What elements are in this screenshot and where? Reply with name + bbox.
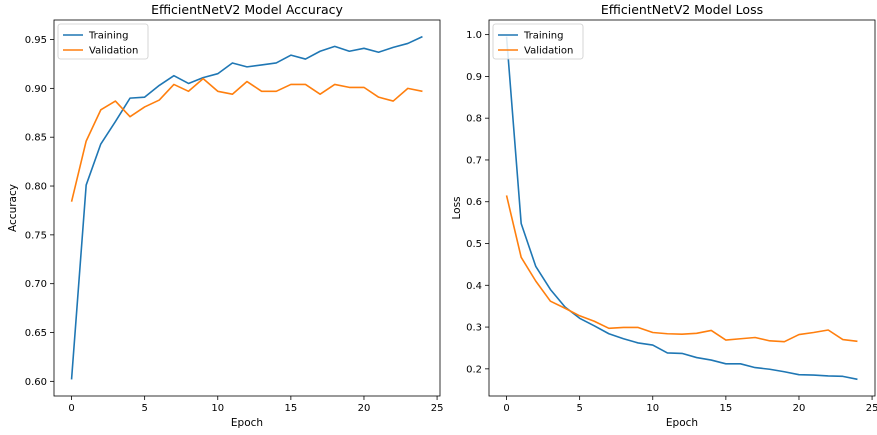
loss-plot-frame: [488, 19, 876, 397]
loss-x-tick-label: 10: [646, 403, 659, 414]
loss-x-tick-label: 0: [503, 403, 509, 414]
accuracy-x-tick-label: 15: [284, 403, 297, 414]
accuracy-y-tick-label: 0.65: [25, 328, 47, 339]
loss-x-tick-label: 20: [793, 403, 806, 414]
accuracy-y-axis-label: Accuracy: [7, 184, 19, 232]
accuracy-x-tick-label: 20: [358, 403, 371, 414]
loss-y-tick-label: 0.5: [466, 239, 482, 250]
loss-validation-line: [505, 195, 858, 343]
accuracy-y-tick-label: 0.75: [25, 230, 47, 241]
loss-y-tick-label: 0.8: [466, 114, 482, 125]
loss-legend-label-validation: Validation: [524, 46, 573, 57]
loss-training-line: [505, 36, 858, 381]
loss-y-tick-label: 0.2: [466, 364, 482, 375]
accuracy-chart-title: EfficientNetV2 Model Accuracy: [151, 2, 343, 17]
loss-x-tick-label: 25: [866, 403, 877, 414]
loss-panel: EfficientNetV2 Model Loss 0 5 10 15 20 25 0.2 0.…: [451, 2, 877, 429]
loss-chart-title: EfficientNetV2 Model Loss: [601, 2, 763, 17]
accuracy-panel: EfficientNetV2 Model Accuracy 0 5 10 15 20 25 0…: [7, 2, 443, 429]
accuracy-x-tick-label: 0: [68, 403, 74, 414]
accuracy-training-line: [70, 35, 423, 380]
accuracy-legend-label-validation: Validation: [89, 46, 138, 57]
loss-y-tick-label: 1.0: [466, 30, 482, 41]
loss-y-tick-label: 0.4: [466, 281, 482, 292]
loss-legend-label-training: Training: [523, 31, 563, 42]
accuracy-x-tick-label: 25: [431, 403, 444, 414]
loss-y-axis-label: Loss: [451, 196, 463, 219]
accuracy-y-tick-label: 0.90: [25, 84, 47, 95]
accuracy-legend: Training Validation: [57, 23, 149, 60]
accuracy-plot-frame: [53, 19, 441, 397]
loss-x-tick-label: 15: [719, 403, 732, 414]
accuracy-legend-label-training: Training: [88, 31, 128, 42]
loss-y-tick-label: 0.3: [466, 323, 482, 334]
loss-y-tick-label: 0.6: [466, 197, 482, 208]
loss-x-axis-label: Epoch: [666, 417, 698, 429]
accuracy-y-tick-label: 0.60: [25, 377, 47, 388]
loss-x-tick-label: 5: [576, 403, 582, 414]
accuracy-y-tick-label: 0.95: [25, 35, 47, 46]
loss-y-tick-label: 0.9: [466, 72, 482, 83]
accuracy-x-axis-label: Epoch: [231, 417, 263, 429]
accuracy-y-tick-label: 0.80: [25, 182, 47, 193]
accuracy-x-tick-label: 10: [211, 403, 224, 414]
accuracy-y-tick-label: 0.70: [25, 279, 47, 290]
accuracy-validation-line: [70, 77, 423, 202]
accuracy-y-tick-label: 0.85: [25, 133, 47, 144]
loss-legend: Training Validation: [492, 23, 584, 60]
accuracy-x-tick-label: 5: [141, 403, 147, 414]
loss-y-tick-label: 0.7: [466, 155, 482, 166]
